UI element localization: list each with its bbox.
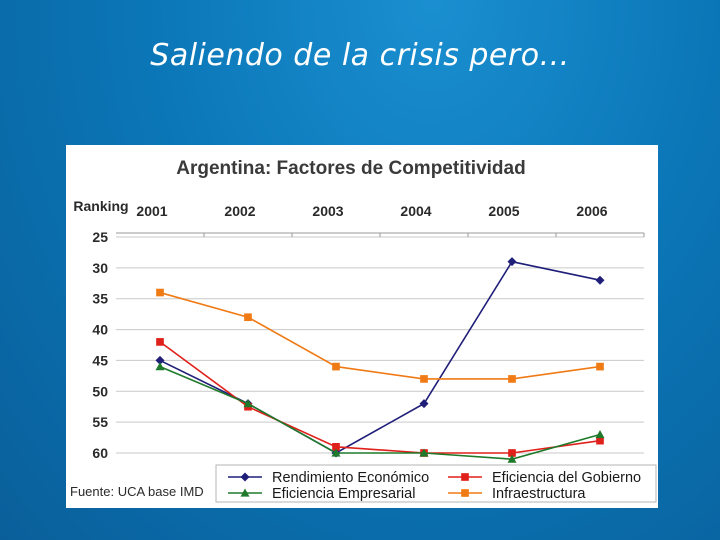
y-tick-label: 25 — [92, 229, 108, 245]
data-point — [244, 313, 252, 322]
data-point — [332, 362, 340, 371]
legend-marker — [240, 472, 250, 482]
data-point — [508, 375, 516, 383]
data-point — [508, 449, 516, 457]
x-tick-label: 2001 — [136, 203, 167, 219]
x-tick-label: 2003 — [312, 203, 343, 219]
data-point — [156, 338, 164, 346]
series-line — [159, 260, 601, 454]
x-tick-label: 2004 — [400, 203, 431, 219]
legend-label: Infraestructura — [492, 486, 586, 502]
source-note: Fuente: UCA base IMD — [70, 484, 204, 499]
series-line — [159, 291, 601, 380]
series-group — [155, 257, 605, 463]
legend: Rendimiento Económico Eficiencia del Gobi… — [215, 464, 657, 503]
data-point — [596, 362, 604, 371]
y-axis-label: Ranking — [73, 198, 128, 214]
grid — [116, 236, 644, 454]
legend-label: Eficiencia Empresarial — [272, 486, 415, 502]
data-point — [156, 288, 164, 297]
data-point — [331, 448, 341, 457]
series-rendimiento-económico — [155, 257, 605, 458]
chart-panel: Argentina: Factores de Competitividad Ra… — [66, 145, 658, 508]
legend-box — [215, 464, 657, 503]
data-point — [507, 454, 517, 463]
legend-label: Eficiencia del Gobierno — [492, 470, 641, 486]
legend-item: Infraestructura — [448, 486, 586, 502]
legend-item: Eficiencia del Gobierno — [448, 470, 641, 486]
y-tick-label: 40 — [92, 322, 108, 338]
data-point — [243, 399, 253, 408]
legend-label: Rendimiento Económico — [272, 470, 429, 486]
y-tick-label: 50 — [92, 383, 108, 399]
y-tick-label: 55 — [92, 414, 108, 430]
line-chart: Argentina: Factores de Competitividad Ra… — [70, 158, 657, 503]
series-line — [159, 341, 601, 454]
data-point — [419, 448, 429, 457]
legend-item: Eficiencia Empresarial — [228, 486, 415, 502]
y-tick-label: 60 — [92, 445, 108, 461]
data-point — [595, 275, 605, 285]
data-point — [420, 375, 428, 383]
data-point — [155, 362, 165, 371]
legend-marker — [461, 473, 469, 481]
data-point — [595, 429, 605, 439]
slide-title: Saliendo de la crisis pero... — [150, 38, 570, 73]
series-infraestructura — [156, 288, 604, 383]
data-point — [155, 355, 165, 365]
data-point — [419, 399, 429, 409]
x-tick-label: 2002 — [224, 203, 255, 219]
data-point — [596, 436, 604, 445]
y-tick-label: 30 — [92, 260, 108, 276]
axes: 25 30 35 40 45 50 55 60 2001 2002 2003 2004 2005 2006 — [92, 203, 645, 461]
data-point — [332, 443, 340, 451]
x-tick-label: 2006 — [576, 203, 607, 219]
series-eficiencia-del-gobierno — [156, 338, 604, 457]
series-eficiencia-empresarial — [155, 362, 605, 463]
y-tick-label: 45 — [92, 352, 108, 368]
data-point — [507, 257, 517, 267]
series-line — [159, 365, 601, 460]
legend-item: Rendimiento Económico — [228, 470, 429, 486]
y-tick-label: 35 — [92, 291, 108, 307]
chart-title: Argentina: Factores de Competitividad — [176, 158, 525, 179]
legend-marker — [240, 488, 250, 497]
legend-marker — [461, 489, 469, 497]
x-tick-label: 2005 — [488, 203, 519, 219]
